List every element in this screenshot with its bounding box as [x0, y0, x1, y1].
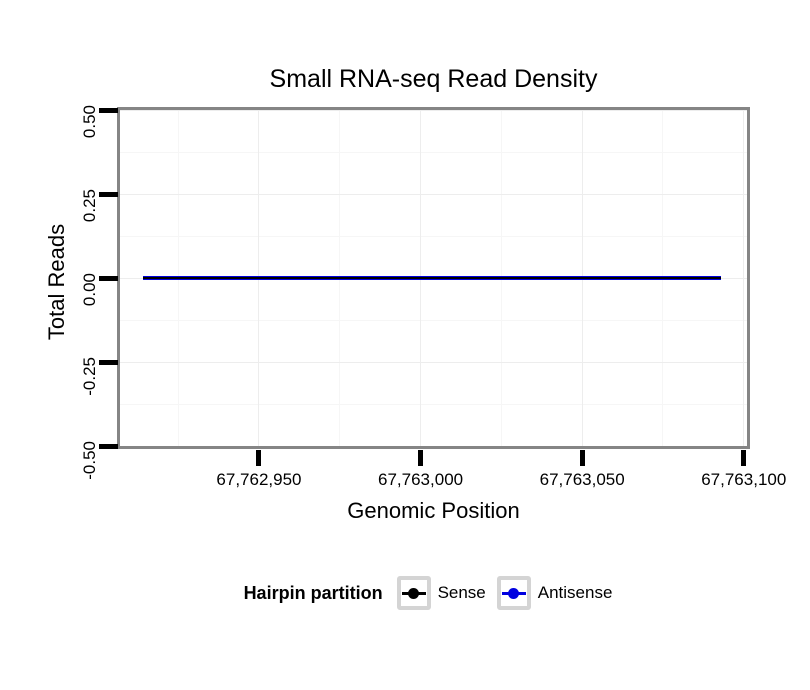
x-axis-tick-label: 67,763,050 [539, 470, 625, 489]
legend-label-sense: Sense [437, 583, 486, 602]
plot-panel [117, 107, 750, 449]
legend-key-sense [396, 576, 431, 610]
y-axis-tick-label: 0.25 [80, 189, 99, 223]
chart-title: Small RNA-seq Read Density [269, 65, 598, 93]
y-axis-title-text: Total Reads [44, 223, 69, 341]
y-axis-tick-label: 0.50 [80, 105, 99, 139]
legend: Hairpin partition Sense Antisense [117, 572, 750, 614]
y-axis-tick [99, 443, 118, 449]
x-axis-title: Genomic Position [347, 498, 520, 523]
minor-gridline-horizontal [120, 319, 747, 321]
y-axis-tick-label: 0.00 [80, 273, 99, 307]
series-line-sense [142, 277, 722, 279]
x-axis-tick-label: 67,762,950 [216, 470, 302, 489]
x-axis-tick [256, 450, 262, 466]
major-gridline-horizontal [120, 193, 747, 195]
legend-label-antisense: Antisense [537, 583, 613, 602]
x-axis-tick [418, 450, 424, 466]
y-axis-tick-label: -0.50 [80, 441, 99, 480]
x-axis-tick-label: 67,763,100 [701, 470, 787, 489]
y-axis-tick [99, 359, 118, 365]
legend-key-antisense [496, 576, 531, 610]
minor-gridline-horizontal [120, 235, 747, 237]
minor-gridline-horizontal [120, 151, 747, 153]
legend-title: Hairpin partition [243, 582, 383, 603]
y-axis-tick [99, 107, 118, 113]
legend-key-dot-icon [408, 587, 420, 599]
legend-key-dot-icon [508, 587, 520, 599]
x-axis-tick [579, 450, 585, 466]
x-axis-tick-label: 67,763,000 [378, 470, 464, 489]
major-gridline-horizontal [120, 361, 747, 363]
y-axis-tick-label: -0.25 [80, 357, 99, 396]
major-gridline-horizontal [120, 445, 747, 446]
y-axis-tick [99, 275, 118, 281]
x-axis-tick [741, 450, 747, 466]
major-gridline-horizontal [120, 110, 747, 111]
y-axis-tick [99, 191, 118, 197]
minor-gridline-horizontal [120, 403, 747, 405]
